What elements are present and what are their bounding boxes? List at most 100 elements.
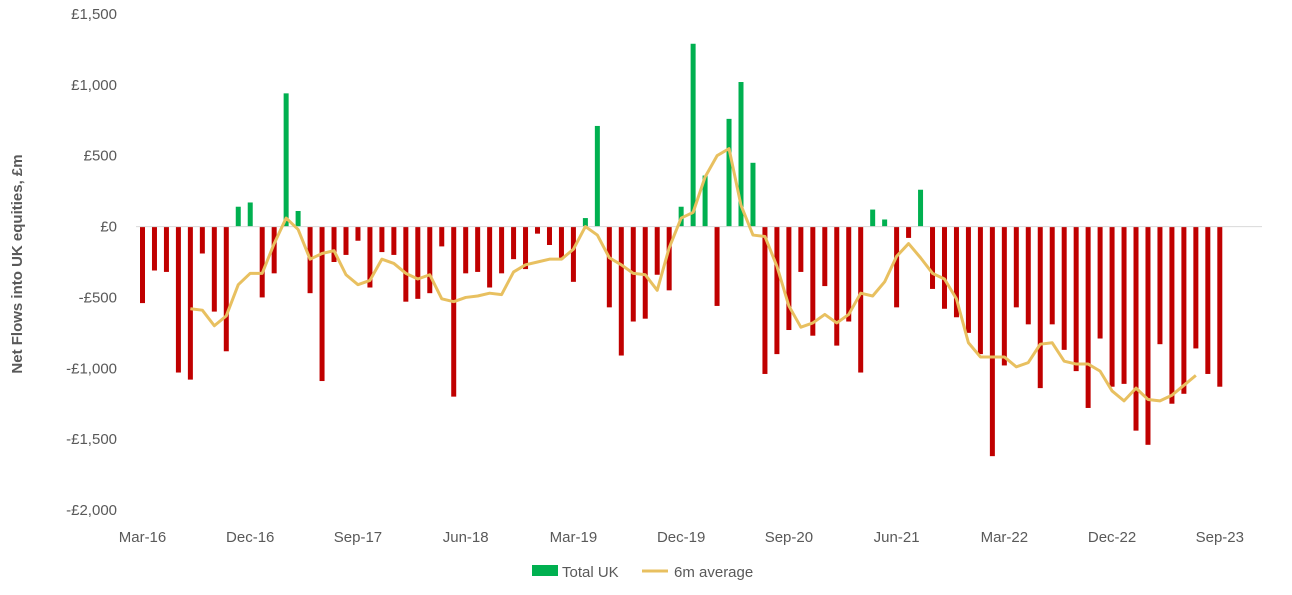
bar: [726, 118, 732, 227]
bar: [1085, 226, 1091, 408]
x-tick-label: Sep-23: [1196, 529, 1244, 546]
bar: [1145, 226, 1151, 445]
bar: [1121, 226, 1127, 384]
x-axis-ticks: Mar-16 Dec-16 Sep-17 Jun-18 Mar-19 Dec-19 Sep-…: [119, 529, 1244, 546]
bar: [1193, 226, 1199, 349]
bar: [1061, 226, 1067, 350]
x-tick-label: Dec-22: [1088, 529, 1136, 546]
bar: [403, 226, 409, 302]
bar: [523, 226, 529, 270]
bar: [1169, 226, 1175, 404]
bar: [475, 226, 481, 272]
bar: [295, 210, 301, 227]
bar: [989, 226, 995, 457]
x-tick-label: Mar-16: [119, 529, 167, 546]
bar: [858, 226, 864, 373]
bar: [977, 226, 983, 355]
bar: [151, 226, 157, 271]
bar: [1073, 226, 1079, 372]
bar: [1133, 226, 1139, 431]
bar: [463, 226, 469, 274]
bar: [211, 226, 217, 312]
bar: [487, 226, 493, 288]
bar: [666, 226, 672, 291]
y-tick-label: -£1,500: [66, 431, 117, 448]
bar: [594, 125, 600, 227]
bar: [355, 226, 361, 241]
y-tick-label: £1,500: [71, 6, 117, 23]
bar: [774, 226, 780, 355]
bar: [331, 226, 337, 262]
bar: [175, 226, 181, 373]
bar: [810, 226, 816, 336]
bar: [906, 226, 912, 238]
bar: [642, 226, 648, 319]
bar: [235, 206, 241, 227]
y-axis-ticks: £1,500 £1,000 £500 £0 -£500 -£1,000 -£1,500 -£2…: [66, 6, 117, 519]
bar: [140, 226, 145, 304]
bar: [1217, 226, 1223, 387]
bar: [582, 218, 588, 227]
bar: [965, 226, 971, 333]
x-tick-label: Dec-16: [226, 529, 274, 546]
bar: [259, 226, 265, 298]
y-tick-label: £500: [84, 148, 117, 165]
bar: [570, 226, 576, 282]
bar: [1013, 226, 1019, 308]
bar: [762, 226, 768, 374]
bar: [391, 226, 397, 255]
bar: [283, 93, 289, 227]
bar: [918, 189, 924, 227]
legend-swatch-total-uk: [532, 565, 558, 576]
bar: [846, 226, 852, 322]
bar: [798, 226, 804, 272]
bar: [1205, 226, 1211, 374]
average-line: [190, 147, 1197, 403]
bar: [1049, 226, 1055, 325]
bar: [834, 226, 840, 346]
bar: [738, 82, 744, 227]
y-tick-label: £1,000: [71, 77, 117, 94]
bar: [822, 226, 828, 287]
bar: [223, 226, 229, 352]
bar: [415, 226, 421, 299]
x-tick-label: Sep-17: [334, 529, 382, 546]
bar: [427, 226, 433, 294]
y-tick-label: -£2,000: [66, 502, 117, 519]
bar: [187, 226, 193, 380]
bar: [558, 226, 564, 260]
bar: [379, 226, 385, 253]
bar: [546, 226, 552, 245]
bar: [894, 226, 900, 308]
x-tick-label: Dec-19: [657, 529, 705, 546]
bar: [511, 226, 517, 260]
y-axis-label: Net Flows into UK equities, £m: [9, 154, 26, 373]
bar: [930, 226, 936, 289]
bar: [343, 226, 349, 255]
x-tick-label: Jun-21: [874, 529, 920, 546]
bar: [870, 209, 876, 227]
x-tick-label: Jun-18: [443, 529, 489, 546]
bar: [606, 226, 612, 308]
bar: [199, 226, 205, 254]
legend: Total UK 6m average: [532, 564, 753, 581]
legend-label-total-uk: Total UK: [562, 564, 619, 581]
bar: [1157, 226, 1163, 345]
bar: [786, 226, 792, 331]
bar-series: [140, 43, 1223, 457]
bar: [750, 162, 756, 227]
bar: [1097, 226, 1103, 339]
bar: [499, 226, 505, 274]
bar: [1025, 226, 1031, 325]
x-tick-label: Mar-22: [981, 529, 1029, 546]
bar: [714, 226, 720, 306]
bar: [451, 226, 457, 397]
bar: [702, 175, 708, 227]
bar: [690, 43, 696, 227]
bar: [439, 226, 445, 247]
bar: [654, 226, 660, 275]
bar: [319, 226, 325, 382]
bar: [1037, 226, 1043, 389]
bar: [1109, 226, 1115, 387]
